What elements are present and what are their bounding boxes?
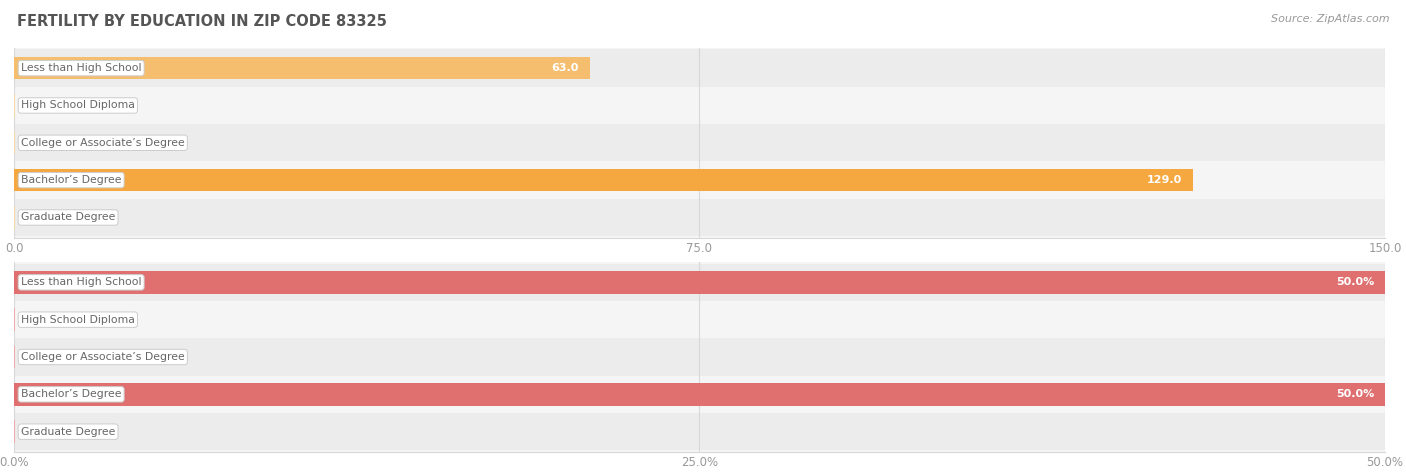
Text: 0.0: 0.0	[25, 100, 42, 110]
Bar	[14, 161, 1385, 199]
Text: 129.0: 129.0	[1147, 175, 1182, 185]
Text: 0.0: 0.0	[25, 212, 42, 222]
Bar	[14, 338, 1385, 376]
Text: College or Associate’s Degree: College or Associate’s Degree	[21, 352, 184, 362]
Text: 50.0%: 50.0%	[1336, 389, 1374, 399]
Text: High School Diploma: High School Diploma	[21, 315, 135, 325]
Text: Bachelor’s Degree: Bachelor’s Degree	[21, 175, 121, 185]
Text: FERTILITY BY EDUCATION IN ZIP CODE 83325: FERTILITY BY EDUCATION IN ZIP CODE 83325	[17, 14, 387, 30]
Bar	[14, 199, 1385, 236]
Text: 0.0%: 0.0%	[25, 352, 53, 362]
Text: 63.0: 63.0	[551, 63, 579, 73]
Bar	[14, 169, 1192, 191]
Bar	[14, 50, 1385, 87]
Text: Bachelor’s Degree: Bachelor’s Degree	[21, 389, 121, 399]
Text: Graduate Degree: Graduate Degree	[21, 212, 115, 222]
Text: Graduate Degree: Graduate Degree	[21, 426, 115, 436]
Bar	[14, 413, 1385, 450]
Bar	[14, 301, 1385, 338]
Bar	[14, 87, 1385, 124]
Text: 0.0%: 0.0%	[25, 426, 53, 436]
Bar	[14, 124, 1385, 161]
Text: 0.0%: 0.0%	[25, 315, 53, 325]
Text: 0.0: 0.0	[25, 138, 42, 148]
Bar	[14, 376, 1385, 413]
Text: High School Diploma: High School Diploma	[21, 100, 135, 110]
Text: Less than High School: Less than High School	[21, 63, 142, 73]
Text: 50.0%: 50.0%	[1336, 278, 1374, 288]
Bar	[14, 383, 1385, 406]
Text: College or Associate’s Degree: College or Associate’s Degree	[21, 138, 184, 148]
Bar	[14, 57, 591, 79]
Text: Less than High School: Less than High School	[21, 278, 142, 288]
Bar	[14, 271, 1385, 294]
Text: Source: ZipAtlas.com: Source: ZipAtlas.com	[1271, 14, 1389, 24]
Bar	[14, 264, 1385, 301]
